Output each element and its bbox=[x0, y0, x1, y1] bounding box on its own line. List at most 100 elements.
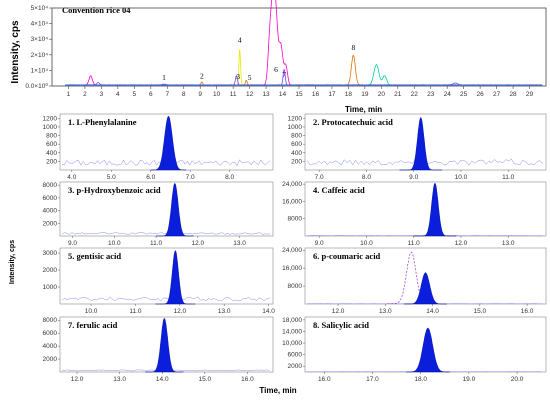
panel-y-tick-label: 1200 bbox=[288, 115, 303, 122]
overview-x-tick-label: 19 bbox=[361, 91, 369, 98]
panel-x-tick-label: 16.0 bbox=[521, 308, 534, 315]
overview-x-tick-label: 21 bbox=[394, 91, 402, 98]
panel-x-tick-label: 15.0 bbox=[474, 308, 487, 315]
overview-x-tick-label: 29 bbox=[526, 91, 534, 98]
panel-y-tick-label: 200 bbox=[291, 158, 302, 165]
overview-plot-frame bbox=[51, 7, 547, 87]
panel-title: 7. ferulic acid bbox=[68, 320, 118, 330]
panel-y-tick-label: 16,000 bbox=[282, 265, 302, 272]
panel-y-tick-label: 24,000 bbox=[282, 247, 302, 254]
panel-7: 2000 4000 6000 8000 12.0 13.0 14.0 15.0 16.0 7. f… bbox=[43, 316, 274, 383]
overview-x-tick-label: 22 bbox=[411, 91, 419, 98]
panel-y-tick-label: 1000 bbox=[288, 124, 303, 131]
panel-x-tick-label: 10.0 bbox=[108, 240, 121, 247]
panel-title: 2. Protocatechuic acid bbox=[313, 117, 393, 127]
panel-y-tick-label: 4000 bbox=[43, 208, 58, 215]
overview-series-line bbox=[65, 82, 543, 86]
panel-y-tick-label: 8000 bbox=[288, 216, 303, 223]
panel-y-tick-label: 8000 bbox=[43, 317, 58, 324]
overview-x-tick-label: 13 bbox=[262, 91, 270, 98]
panel-x-tick-label: 14.0 bbox=[262, 308, 275, 315]
panel-y-tick-label: 6000 bbox=[288, 352, 303, 359]
panel-x-tick-label: 7.0 bbox=[315, 174, 324, 181]
overview-series-line bbox=[65, 0, 543, 86]
panel-x-tick-label: 7.0 bbox=[186, 174, 195, 181]
panel-x-tick-label: 17.0 bbox=[366, 376, 379, 383]
overview-x-tick-label: 11 bbox=[230, 91, 237, 98]
panel-y-tick-label: 4000 bbox=[43, 343, 58, 350]
panel-y-tick-label: 600 bbox=[46, 141, 57, 148]
panel-y-tick-label: 600 bbox=[291, 141, 302, 148]
overview-y-tick-label: 0.0×10⁰ bbox=[25, 82, 48, 90]
panel-x-tick-label: 13.0 bbox=[379, 308, 392, 315]
panel-y-tick-label: 8000 bbox=[43, 182, 58, 189]
panel-title: 1. L-Phenylalanine bbox=[68, 117, 137, 127]
overview-x-tick-label: 23 bbox=[427, 91, 435, 98]
panel-y-tick-label: 6000 bbox=[43, 195, 58, 202]
panel-peak-area bbox=[155, 250, 196, 305]
grid-y-axis-label: Intensity, cps bbox=[9, 240, 16, 284]
panel-y-tick-label: 2000 bbox=[288, 363, 303, 370]
panel-x-tick-label: 5.0 bbox=[107, 174, 116, 181]
panel-x-tick-label: 10.0 bbox=[360, 240, 373, 247]
panel-x-tick-label: 6.0 bbox=[146, 174, 155, 181]
panel-y-tick-label: 14,000 bbox=[282, 328, 302, 335]
panel-y-tick-label: 400 bbox=[291, 150, 302, 157]
panel-x-tick-label: 12.0 bbox=[332, 308, 345, 315]
overview-x-tick-label: 2 bbox=[83, 91, 87, 98]
overview-x-tick-label: 1 bbox=[67, 91, 71, 98]
overview-x-tick-label: 7 bbox=[165, 91, 169, 98]
overview-x-tick-label: 16 bbox=[312, 91, 320, 98]
panel-baseline bbox=[62, 296, 270, 302]
panel-y-tick-label: 800 bbox=[46, 133, 57, 140]
overview-x-tick-label: 9 bbox=[198, 91, 202, 98]
panel-x-tick-label: 11.0 bbox=[408, 240, 421, 247]
overview-x-tick-label: 20 bbox=[378, 91, 386, 98]
overview-peak-label: 2 bbox=[200, 71, 204, 80]
overview-series-line bbox=[65, 49, 543, 86]
panel-x-tick-label: 12.0 bbox=[173, 308, 186, 315]
panel-title: 6. p-coumaric acid bbox=[313, 251, 381, 261]
overview-x-tick-label: 15 bbox=[295, 91, 303, 98]
panel-x-tick-label: 9.0 bbox=[409, 174, 418, 181]
overview-title: Convention rice 04 bbox=[62, 5, 131, 15]
panel-x-tick-label: 12.0 bbox=[191, 240, 204, 247]
panel-x-tick-label: 8.0 bbox=[362, 174, 371, 181]
overview-x-tick-label: 3 bbox=[100, 91, 104, 98]
panel-x-tick-label: 18.0 bbox=[414, 376, 427, 383]
panel-y-tick-label: 400 bbox=[46, 150, 57, 157]
panel-title: 8. Salicylic acid bbox=[313, 320, 369, 330]
panel-y-tick-label: 6000 bbox=[43, 330, 58, 337]
panel-3: 2000 4000 6000 8000 9.0 10.0 11.0 12.0 13.0 3. p-… bbox=[43, 181, 274, 247]
panel-x-tick-label: 9.0 bbox=[315, 240, 324, 247]
panel-x-tick-label: 13.0 bbox=[502, 240, 515, 247]
overview-x-tick-label: 8 bbox=[182, 91, 186, 98]
overview-x-tick-label: 10 bbox=[213, 91, 221, 98]
overview-series-line bbox=[65, 55, 543, 86]
panel-y-tick-label: 1000 bbox=[43, 284, 58, 291]
panel-y-tick-label: 16,000 bbox=[282, 198, 302, 205]
overview-x-tick-label: 6 bbox=[149, 91, 153, 98]
overview-x-tick-label: 4 bbox=[116, 91, 120, 98]
panel-x-tick-label: 11.0 bbox=[502, 174, 515, 181]
overview-x-tick-label: 5 bbox=[133, 91, 137, 98]
panel-5: 1000 2000 3000 10.0 11.0 12.0 13.0 14.0 5. genti… bbox=[43, 247, 275, 315]
panel-peak-area bbox=[399, 117, 442, 171]
panel-x-tick-label: 8.0 bbox=[225, 174, 234, 181]
overview-y-tick-label: 5×10⁴ bbox=[31, 5, 49, 12]
grid-x-axis-label: Time, min bbox=[259, 386, 296, 395]
panel-title: 5. gentisic acid bbox=[68, 251, 121, 261]
panel-y-tick-label: 1200 bbox=[43, 115, 58, 122]
overview-x-tick-label: 12 bbox=[246, 91, 254, 98]
panel-x-tick-label: 4.0 bbox=[67, 174, 76, 181]
panel-6: 8000 16,000 24,000 12.0 13.0 14.0 15.0 16.0 6. p… bbox=[282, 247, 547, 315]
panel-peak-area bbox=[156, 183, 194, 237]
panel-title: 3. p-Hydroxybenzoic acid bbox=[68, 185, 161, 195]
overview-peak-label: 6 bbox=[274, 65, 278, 74]
panel-x-tick-label: 19.0 bbox=[463, 376, 476, 383]
panel-y-tick-label: 2000 bbox=[43, 356, 58, 363]
